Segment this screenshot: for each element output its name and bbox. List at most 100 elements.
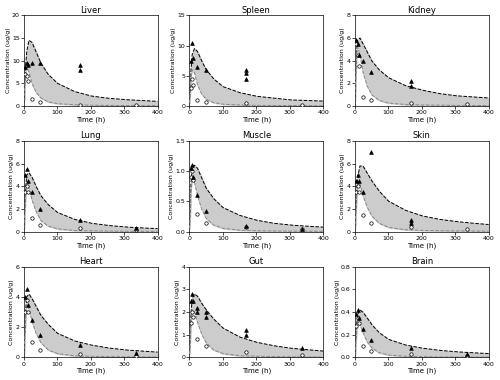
Point — [242, 224, 250, 230]
Point — [298, 226, 306, 232]
Point — [76, 351, 84, 357]
Point — [242, 70, 250, 76]
Point — [242, 223, 250, 229]
Point — [359, 58, 367, 64]
Point — [202, 220, 209, 226]
Point — [22, 71, 30, 77]
Point — [359, 94, 367, 100]
Point — [24, 189, 32, 195]
Point — [132, 353, 140, 359]
Point — [355, 320, 363, 326]
Point — [187, 85, 195, 91]
Y-axis label: Concentration (ug/g): Concentration (ug/g) — [175, 279, 180, 345]
Point — [187, 58, 195, 64]
X-axis label: Time (h): Time (h) — [242, 368, 271, 374]
Point — [354, 52, 362, 58]
Point — [188, 291, 196, 297]
Point — [359, 343, 367, 349]
Title: Heart: Heart — [79, 257, 102, 266]
Point — [407, 220, 415, 226]
Point — [367, 97, 375, 103]
Point — [187, 165, 195, 171]
Point — [463, 226, 471, 233]
Point — [202, 309, 209, 315]
Point — [298, 226, 306, 232]
Point — [132, 350, 140, 356]
X-axis label: Time (h): Time (h) — [76, 116, 106, 123]
X-axis label: Time (h): Time (h) — [76, 242, 106, 249]
Point — [242, 66, 250, 73]
Point — [190, 177, 198, 184]
Point — [367, 337, 375, 344]
Point — [190, 314, 198, 320]
Point — [298, 102, 306, 108]
Y-axis label: Concentration (ug/g): Concentration (ug/g) — [340, 154, 345, 219]
Point — [367, 348, 375, 354]
Point — [22, 287, 30, 293]
Y-axis label: Concentration (ug/g): Concentration (ug/g) — [171, 28, 176, 93]
Point — [36, 332, 44, 338]
Point — [76, 101, 84, 108]
Point — [359, 189, 367, 195]
Point — [298, 345, 306, 352]
Point — [76, 342, 84, 348]
Point — [22, 64, 30, 70]
Point — [190, 174, 198, 180]
Point — [355, 63, 363, 69]
Point — [463, 353, 471, 359]
Point — [188, 162, 196, 168]
Point — [354, 315, 362, 321]
Title: Gut: Gut — [248, 257, 264, 266]
Point — [187, 320, 195, 326]
Title: Lung: Lung — [80, 131, 101, 140]
X-axis label: Time (h): Time (h) — [407, 242, 436, 249]
Point — [22, 189, 30, 195]
Y-axis label: Concentration (ug/g): Concentration (ug/g) — [340, 28, 345, 93]
Point — [36, 99, 44, 105]
X-axis label: Time (h): Time (h) — [76, 368, 106, 374]
Point — [352, 189, 360, 195]
Point — [190, 82, 198, 88]
Point — [298, 352, 306, 358]
Point — [242, 327, 250, 333]
Point — [242, 349, 250, 355]
Point — [194, 336, 202, 342]
Title: Muscle: Muscle — [242, 131, 271, 140]
Point — [407, 345, 415, 352]
Point — [352, 37, 360, 43]
Point — [28, 215, 36, 221]
Point — [76, 62, 84, 68]
Point — [76, 225, 84, 231]
Point — [194, 63, 202, 70]
Point — [242, 100, 250, 106]
Point — [354, 183, 362, 189]
Point — [367, 149, 375, 155]
Point — [28, 317, 36, 323]
Point — [24, 301, 32, 307]
Y-axis label: Concentration (ug/g): Concentration (ug/g) — [6, 28, 10, 93]
Point — [188, 76, 196, 82]
Point — [22, 294, 30, 300]
Point — [354, 172, 362, 178]
Point — [194, 304, 202, 310]
Point — [188, 309, 196, 315]
Point — [132, 225, 140, 231]
Point — [367, 69, 375, 75]
Point — [22, 60, 30, 66]
Point — [407, 224, 415, 230]
Point — [22, 183, 30, 189]
Point — [24, 309, 32, 315]
Point — [242, 332, 250, 338]
Point — [352, 323, 360, 329]
Y-axis label: Concentration (ug/g): Concentration (ug/g) — [169, 154, 174, 219]
Point — [202, 99, 209, 105]
Point — [24, 62, 32, 68]
Point — [352, 178, 360, 184]
Point — [190, 55, 198, 61]
Title: Skin: Skin — [413, 131, 430, 140]
X-axis label: Time (h): Time (h) — [407, 116, 436, 123]
Point — [36, 347, 44, 353]
Point — [242, 76, 250, 82]
Point — [188, 40, 196, 46]
Point — [76, 66, 84, 73]
